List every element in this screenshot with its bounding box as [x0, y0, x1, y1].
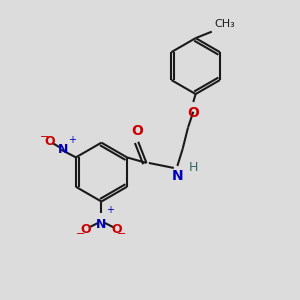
Text: N: N [172, 169, 183, 183]
Text: H: H [189, 160, 198, 174]
Text: O: O [111, 223, 122, 236]
Text: +: + [68, 135, 76, 145]
Text: O: O [44, 135, 55, 148]
Text: CH₃: CH₃ [214, 19, 235, 29]
Text: −: − [39, 132, 49, 142]
Text: +: + [106, 206, 114, 215]
Text: O: O [81, 223, 92, 236]
Text: N: N [58, 143, 68, 156]
Text: −: − [117, 229, 127, 239]
Text: O: O [131, 124, 143, 138]
Text: −: − [76, 229, 86, 239]
Text: O: O [187, 106, 199, 120]
Text: N: N [96, 218, 106, 231]
